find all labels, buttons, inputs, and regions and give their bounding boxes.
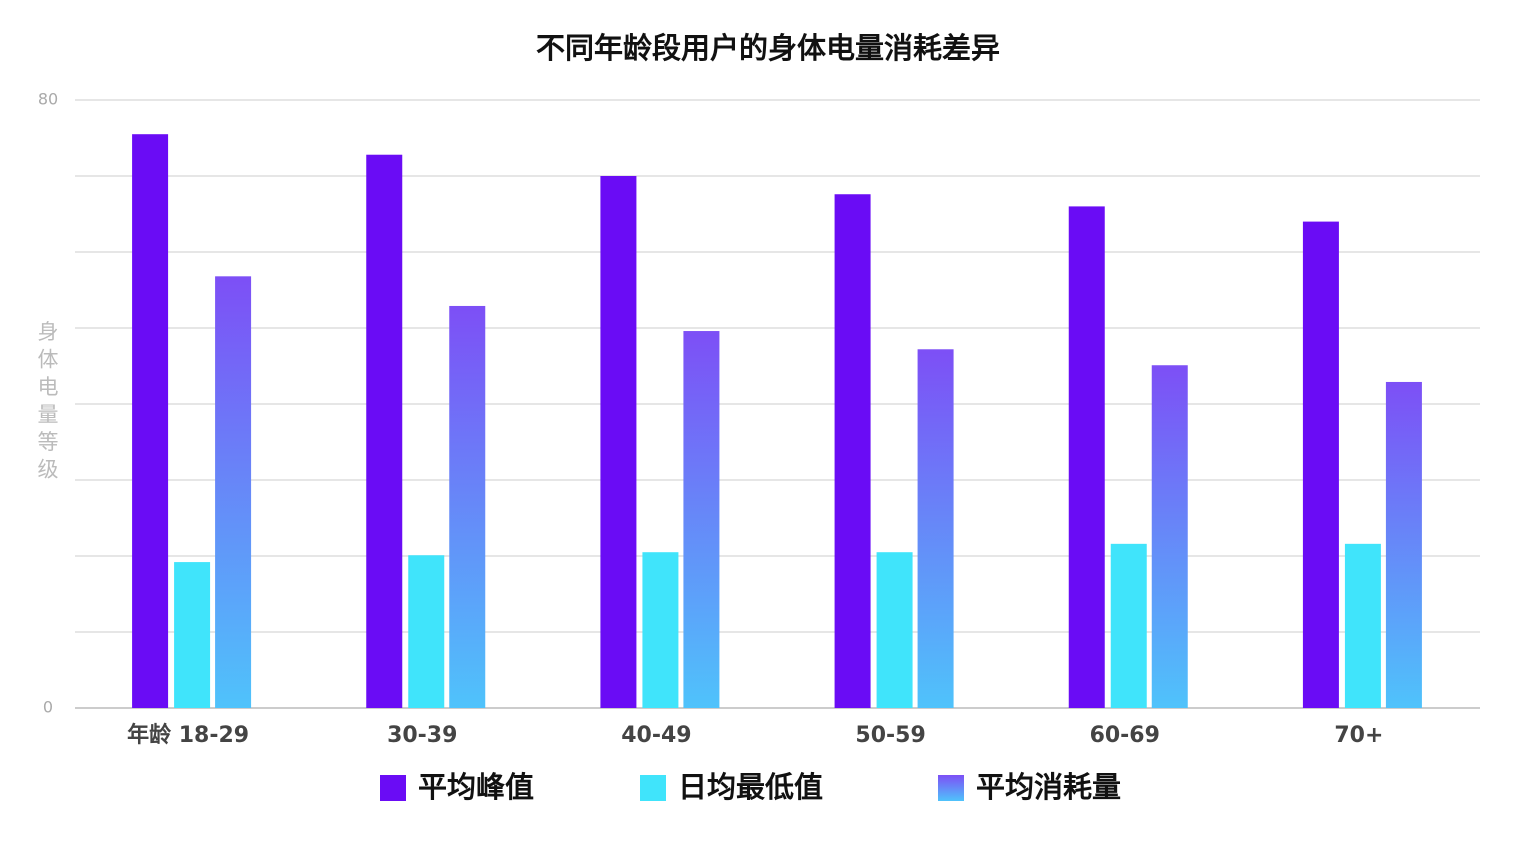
- bar: [449, 305, 486, 708]
- x-tick-label: 30-39: [387, 723, 457, 748]
- bar: [1344, 543, 1381, 708]
- bar: [834, 194, 871, 709]
- x-tick-label: 年龄 18-29: [127, 722, 249, 748]
- bar: [1151, 365, 1188, 708]
- bar: [642, 552, 679, 708]
- bar: [600, 176, 637, 708]
- y-axis-label: 身: [38, 320, 59, 344]
- legend-swatch: [640, 775, 666, 801]
- bar: [683, 331, 720, 708]
- y-axis-label: 电: [38, 375, 59, 399]
- bar: [1385, 381, 1422, 708]
- y-axis-label: 体: [38, 348, 59, 372]
- bar: [408, 555, 445, 708]
- x-tick-label: 50-59: [855, 723, 925, 748]
- legend-label: 日均最低值: [678, 770, 823, 804]
- bar: [174, 562, 211, 708]
- legend-swatch: [380, 775, 406, 801]
- y-tick-label: 80: [38, 90, 58, 109]
- bar: [876, 552, 913, 708]
- bar: [132, 134, 169, 708]
- chart-title: 不同年龄段用户的身体电量消耗差异: [536, 31, 1000, 65]
- bar: [917, 349, 954, 708]
- bar: [366, 154, 403, 709]
- y-axis-label: 等: [38, 430, 59, 454]
- bar: [1302, 221, 1339, 708]
- legend-swatch: [938, 775, 964, 801]
- legend-label: 平均峰值: [418, 770, 534, 804]
- legend-label: 平均消耗量: [976, 770, 1121, 804]
- bar: [215, 276, 252, 708]
- bar: [1068, 206, 1105, 708]
- x-tick-label: 70+: [1334, 723, 1383, 748]
- x-tick-label: 40-49: [621, 723, 691, 748]
- bar: [1110, 543, 1147, 708]
- y-axis-label: 级: [38, 458, 59, 482]
- x-tick-label: 60-69: [1090, 723, 1160, 748]
- y-tick-label: 0: [43, 698, 53, 717]
- y-axis-label: 量: [38, 403, 59, 427]
